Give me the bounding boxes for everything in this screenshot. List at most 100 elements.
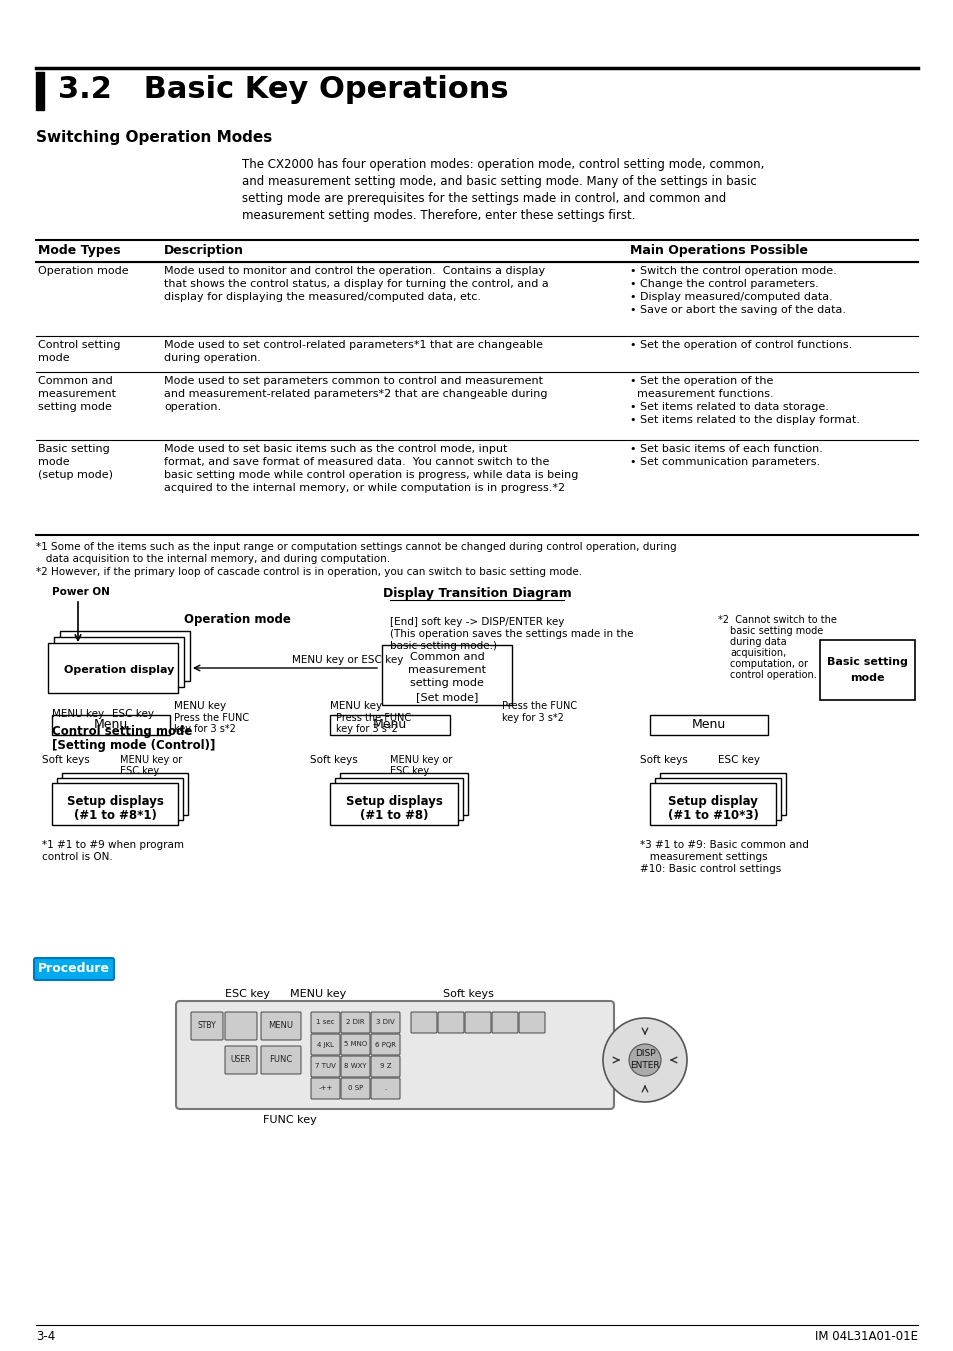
Text: measurement: measurement: [38, 389, 116, 399]
Text: 3.2   Basic Key Operations: 3.2 Basic Key Operations: [58, 76, 508, 104]
Text: setting mode: setting mode: [410, 678, 483, 688]
Text: Basic setting: Basic setting: [826, 657, 907, 667]
Text: Basic setting: Basic setting: [38, 444, 110, 454]
Text: measurement settings: measurement settings: [639, 852, 767, 862]
Text: during data: during data: [729, 638, 786, 647]
Text: MENU key or: MENU key or: [390, 755, 452, 765]
Text: Setup display: Setup display: [667, 796, 757, 808]
Text: 3 DIV: 3 DIV: [375, 1020, 395, 1025]
FancyBboxPatch shape: [311, 1012, 339, 1034]
FancyBboxPatch shape: [311, 1078, 339, 1098]
Text: (This operation saves the settings made in the: (This operation saves the settings made …: [390, 630, 633, 639]
Text: Procedure: Procedure: [38, 962, 110, 975]
Text: 7 TUV: 7 TUV: [314, 1063, 335, 1070]
Text: MENU key or ESC key: MENU key or ESC key: [292, 655, 403, 665]
Text: Main Operations Possible: Main Operations Possible: [629, 245, 807, 257]
Text: DISP: DISP: [634, 1050, 655, 1058]
Text: setting mode are prerequisites for the settings made in control, and common and: setting mode are prerequisites for the s…: [242, 192, 725, 205]
Text: key for 3 s*2: key for 3 s*2: [501, 713, 563, 723]
FancyBboxPatch shape: [340, 1078, 370, 1098]
Text: operation.: operation.: [164, 403, 221, 412]
Text: Soft keys: Soft keys: [639, 755, 687, 765]
FancyBboxPatch shape: [335, 778, 462, 820]
FancyBboxPatch shape: [261, 1046, 301, 1074]
FancyBboxPatch shape: [371, 1078, 399, 1098]
FancyBboxPatch shape: [340, 1034, 370, 1055]
Text: Setup displays: Setup displays: [67, 796, 163, 808]
Text: ENTER: ENTER: [630, 1062, 659, 1070]
Text: basic setting mode: basic setting mode: [729, 626, 822, 636]
Text: • Set items related to the display format.: • Set items related to the display forma…: [629, 415, 859, 426]
Text: MENU key or: MENU key or: [120, 755, 182, 765]
Text: during operation.: during operation.: [164, 353, 260, 363]
Text: • Save or abort the saving of the data.: • Save or abort the saving of the data.: [629, 305, 845, 315]
Text: Mode Types: Mode Types: [38, 245, 120, 257]
FancyBboxPatch shape: [225, 1046, 256, 1074]
Text: 8 WXY: 8 WXY: [344, 1063, 366, 1070]
Text: acquired to the internal memory, or while computation is in progress.*2: acquired to the internal memory, or whil…: [164, 484, 564, 493]
FancyBboxPatch shape: [659, 773, 785, 815]
Text: FUNC: FUNC: [269, 1055, 293, 1065]
Text: (#1 to #8): (#1 to #8): [359, 809, 428, 823]
FancyBboxPatch shape: [48, 643, 178, 693]
Text: Press the FUNC: Press the FUNC: [173, 713, 249, 723]
Text: setting mode: setting mode: [38, 403, 112, 412]
Text: • Change the control parameters.: • Change the control parameters.: [629, 280, 818, 289]
Text: 6 PQR: 6 PQR: [375, 1042, 395, 1047]
FancyBboxPatch shape: [411, 1012, 436, 1034]
Text: 4 JKL: 4 JKL: [316, 1042, 334, 1047]
FancyBboxPatch shape: [371, 1012, 399, 1034]
Text: ESC key: ESC key: [225, 989, 271, 998]
FancyBboxPatch shape: [492, 1012, 517, 1034]
Text: • Set items related to data storage.: • Set items related to data storage.: [629, 403, 828, 412]
FancyBboxPatch shape: [371, 1034, 399, 1055]
Text: mode: mode: [38, 353, 70, 363]
FancyBboxPatch shape: [52, 715, 170, 735]
Text: 3-4: 3-4: [36, 1329, 55, 1343]
Text: control is ON.: control is ON.: [42, 852, 112, 862]
Text: Display Transition Diagram: Display Transition Diagram: [382, 586, 571, 600]
FancyBboxPatch shape: [54, 638, 184, 688]
Circle shape: [602, 1019, 686, 1102]
FancyBboxPatch shape: [649, 715, 767, 735]
Text: Soft keys: Soft keys: [42, 755, 90, 765]
Text: • Switch the control operation mode.: • Switch the control operation mode.: [629, 266, 836, 276]
FancyBboxPatch shape: [649, 784, 775, 825]
FancyBboxPatch shape: [191, 1012, 223, 1040]
FancyBboxPatch shape: [464, 1012, 491, 1034]
FancyBboxPatch shape: [62, 773, 188, 815]
Text: 0 SP: 0 SP: [348, 1085, 363, 1092]
Text: Soft keys: Soft keys: [442, 989, 493, 998]
Text: Setup displays: Setup displays: [345, 796, 442, 808]
Text: Mode used to set basic items such as the control mode, input: Mode used to set basic items such as the…: [164, 444, 507, 454]
Text: USER: USER: [231, 1055, 251, 1065]
FancyBboxPatch shape: [437, 1012, 463, 1034]
Text: ESC key: ESC key: [718, 755, 760, 765]
Text: FUNC key: FUNC key: [263, 1115, 316, 1125]
Text: display for displaying the measured/computed data, etc.: display for displaying the measured/comp…: [164, 292, 480, 303]
Text: Common and: Common and: [38, 376, 112, 386]
Text: ESC key: ESC key: [112, 709, 153, 719]
FancyBboxPatch shape: [518, 1012, 544, 1034]
Text: STBY: STBY: [197, 1021, 216, 1031]
Text: 5 MNO: 5 MNO: [343, 1042, 367, 1047]
Text: mode: mode: [849, 673, 883, 684]
FancyBboxPatch shape: [34, 958, 113, 979]
Text: (#1 to #8*1): (#1 to #8*1): [73, 809, 156, 823]
FancyBboxPatch shape: [57, 778, 183, 820]
Text: Menu: Menu: [93, 719, 128, 731]
FancyBboxPatch shape: [175, 1001, 614, 1109]
Text: computation, or: computation, or: [729, 659, 807, 669]
Text: basic setting mode while control operation is progress, while data is being: basic setting mode while control operati…: [164, 470, 578, 480]
Text: basic setting mode.): basic setting mode.): [390, 640, 497, 651]
Text: [Setting mode (Control)]: [Setting mode (Control)]: [52, 739, 215, 753]
FancyBboxPatch shape: [655, 778, 781, 820]
FancyBboxPatch shape: [381, 644, 512, 705]
Text: (#1 to #10*3): (#1 to #10*3): [667, 809, 758, 823]
Text: Control setting: Control setting: [38, 340, 120, 350]
Text: MENU key: MENU key: [330, 701, 382, 711]
Text: [End] soft key -> DISP/ENTER key: [End] soft key -> DISP/ENTER key: [390, 617, 564, 627]
Text: [Set mode]: [Set mode]: [416, 692, 477, 703]
Text: *1 #1 to #9 when program: *1 #1 to #9 when program: [42, 840, 184, 850]
FancyBboxPatch shape: [60, 631, 190, 681]
